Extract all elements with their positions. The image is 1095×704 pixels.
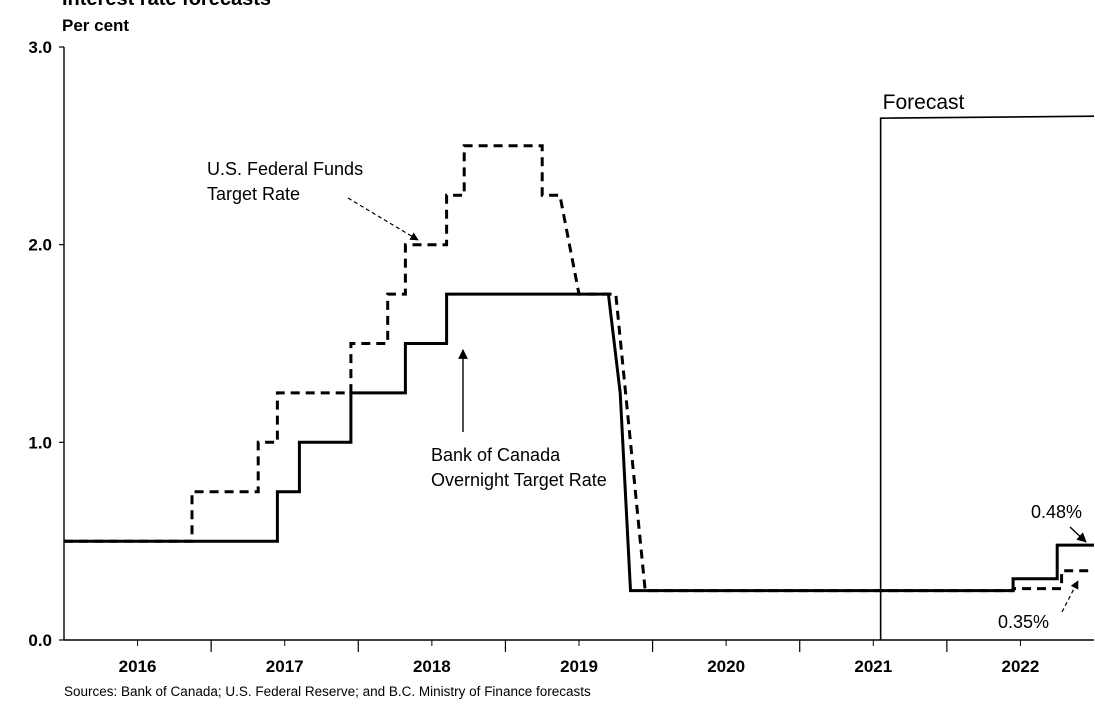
fed-series-label: U.S. Federal Funds	[207, 159, 363, 179]
annotations: U.S. Federal Funds Target Rate Bank of Can…	[207, 159, 1087, 632]
fed-pointer-arrow	[347, 197, 419, 241]
y-tick-label: 0.0	[28, 631, 52, 650]
x-tick-label: 2022	[1002, 657, 1040, 676]
boc-end-arrow	[1069, 526, 1087, 543]
y-axis-title: Per cent	[62, 16, 129, 35]
x-tick-label: 2020	[707, 657, 745, 676]
x-tick-label: 2018	[413, 657, 451, 676]
x-tick-label: 2016	[119, 657, 157, 676]
fed-series-label: Target Rate	[207, 184, 300, 204]
x-tick-label: 2019	[560, 657, 598, 676]
fed-end-arrow	[1061, 580, 1079, 613]
y-tick-label: 2.0	[28, 236, 52, 255]
x-tick-label: 2017	[266, 657, 304, 676]
axes: 0.0 1.0 2.0 3.0 Per cent 2016 2017 2018 2019 2020…	[28, 16, 1094, 676]
forecast-boundary	[879, 115, 1095, 640]
boc-end-value-label: 0.48%	[1031, 502, 1082, 522]
series-layer	[64, 144, 1094, 593]
x-tick-label: 2021	[854, 657, 892, 676]
fed-funds-line	[64, 144, 1094, 593]
forecast-region: Forecast	[879, 91, 1095, 640]
boc-rate-line	[64, 292, 1094, 593]
boc-series-label: Overnight Target Rate	[431, 470, 607, 490]
fed-end-value-label: 0.35%	[998, 612, 1049, 632]
y-tick-label: 1.0	[28, 433, 52, 452]
y-tick-label: 3.0	[28, 38, 52, 57]
boc-series-label: Bank of Canada	[431, 445, 561, 465]
forecast-label: Forecast	[883, 91, 965, 114]
chart-title: Interest rate forecasts	[62, 0, 271, 11]
source-note: Sources: Bank of Canada; U.S. Federal Re…	[64, 684, 591, 699]
